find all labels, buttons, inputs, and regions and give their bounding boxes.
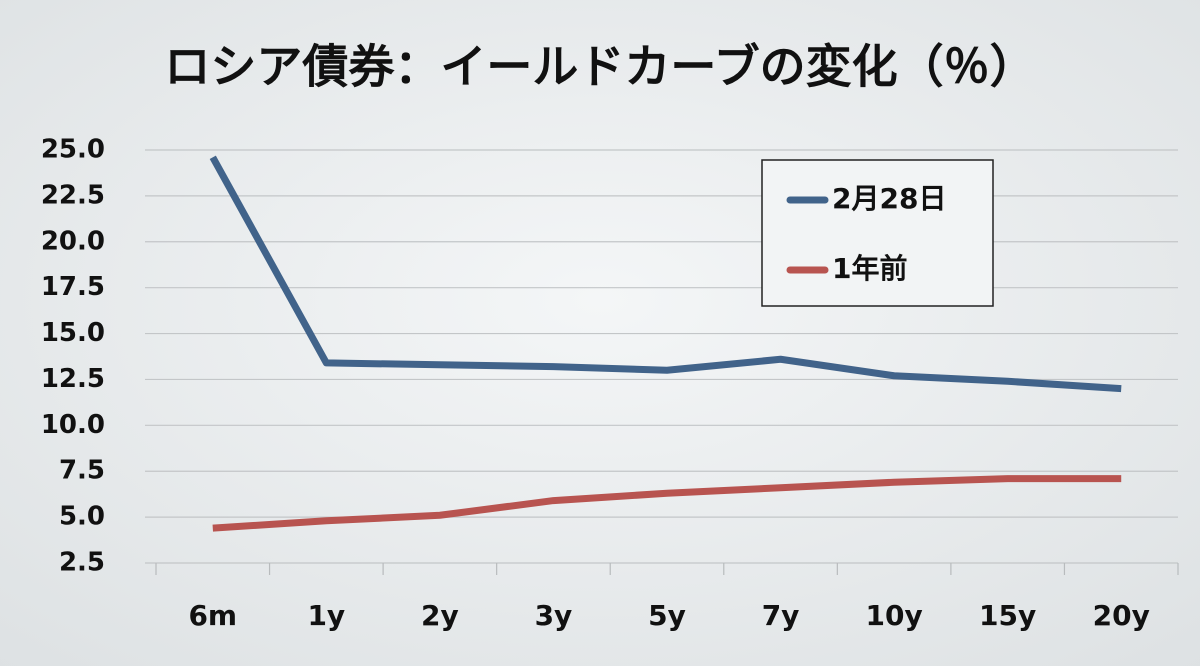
x-tick-label: 3y: [535, 599, 573, 632]
y-tick-label: 7.5: [59, 456, 105, 486]
y-tick-label: 25.0: [41, 135, 105, 165]
y-tick-label: 2.5: [59, 548, 105, 578]
series-line: [212, 475, 1122, 532]
y-tick-label: 10.0: [41, 410, 105, 440]
y-tick-label: 5.0: [59, 502, 105, 532]
legend-label: 2月28日: [832, 182, 946, 215]
x-tick-label: 20y: [1093, 599, 1150, 632]
legend-box: [761, 159, 994, 307]
series-line: [209, 155, 1122, 393]
x-tick-label: 2y: [421, 599, 459, 632]
x-tick-label: 1y: [307, 599, 345, 632]
x-tick-label: 10y: [866, 599, 923, 632]
y-tick-label: 20.0: [41, 226, 105, 256]
chart-title: ロシア債券：イールドカーブの変化（％）: [164, 40, 1035, 94]
y-tick-label: 12.5: [41, 364, 105, 394]
y-tick-label: 15.0: [41, 318, 105, 348]
y-tick-label: 22.5: [41, 180, 105, 210]
y-tick-label: 17.5: [41, 272, 105, 302]
x-tick-label: 15y: [979, 599, 1036, 632]
x-tick-label: 6m: [188, 599, 237, 632]
x-tick-label: 7y: [762, 599, 800, 632]
x-tick-label: 5y: [648, 599, 686, 632]
legend-label: 1年前: [832, 252, 907, 285]
